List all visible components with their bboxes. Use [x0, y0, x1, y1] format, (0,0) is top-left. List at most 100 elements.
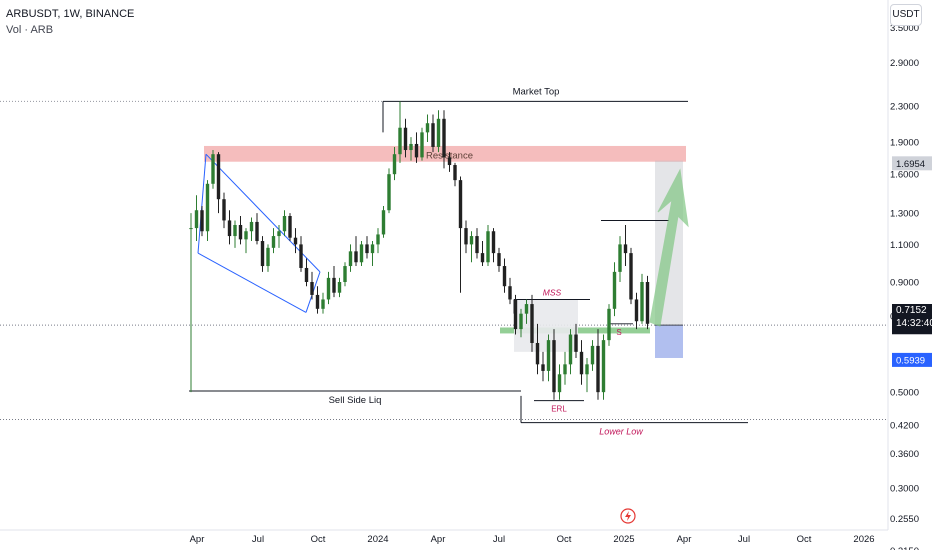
candle-body [189, 228, 193, 230]
candle-body [458, 180, 463, 229]
candle-body [447, 157, 452, 166]
candle-body [387, 174, 391, 211]
candle-body [629, 253, 633, 300]
candle-body [513, 299, 518, 330]
x-tick-label: Apr [677, 534, 692, 545]
candle-body [200, 210, 204, 232]
candle-body [359, 244, 364, 263]
candle-body [480, 253, 485, 263]
countdown-value: 14:32:40 [896, 318, 932, 329]
candle-body [563, 364, 567, 375]
x-tick-label: Jul [252, 534, 264, 545]
candle-body [409, 143, 413, 151]
candle-body [194, 210, 199, 229]
candle-body [453, 165, 457, 181]
candle-body [623, 244, 628, 254]
candle-body [618, 244, 622, 272]
x-tick-label: 2025 [613, 534, 634, 545]
y-tick-label: 1.3000 [890, 209, 919, 220]
mss-label: MSS [543, 287, 562, 297]
candle-body [315, 294, 320, 309]
channel-lower-line [197, 252, 307, 313]
candle-body [634, 299, 639, 322]
candle-body [370, 244, 375, 254]
candle-body [293, 237, 298, 245]
candle-body [354, 251, 358, 263]
candle-body [233, 224, 237, 237]
x-tick-label: Apr [190, 534, 205, 545]
candle-body [332, 277, 336, 293]
candle-body [535, 342, 540, 365]
price-countdown-label: 0.7152 14:32:40 [892, 304, 932, 332]
candle-body [431, 123, 435, 147]
candle-body [546, 340, 551, 371]
candle-body [425, 123, 430, 133]
y-tick-label: 0.3000 [890, 483, 919, 494]
plot-background [0, 0, 888, 550]
candle-body [343, 266, 347, 282]
candle-body [216, 154, 221, 200]
lightning-icon-glyph [625, 511, 631, 521]
candle-body [640, 282, 644, 322]
y-tick-label: 0.4200 [890, 420, 919, 431]
current-price-value: 0.7152 [896, 305, 927, 316]
candle-body [249, 221, 254, 232]
candle-body [436, 118, 441, 147]
candle-body [574, 334, 578, 352]
resistance-price-tag: 1.6954 [896, 159, 925, 170]
candle-body [612, 271, 617, 309]
entry-price-tag-bg [892, 352, 932, 367]
candle-body [645, 282, 650, 324]
y-tick-label: 0.9000 [890, 278, 919, 289]
candle-body [304, 267, 309, 282]
lower-low-label: Lower Low [599, 427, 643, 437]
candle-body [508, 286, 512, 300]
candle-body [607, 308, 611, 341]
market-top-label: Market Top [513, 86, 560, 97]
candle-body [486, 231, 490, 263]
candle-body [590, 345, 595, 365]
y-tick-label: 0.2150 [890, 546, 919, 550]
candle-body [260, 241, 265, 267]
y-tick-label: 2.9000 [890, 58, 919, 69]
candle-body [541, 364, 545, 371]
candle-body [266, 247, 270, 267]
currency-selector[interactable]: USDT [890, 4, 922, 26]
candle-body [420, 132, 424, 158]
x-tick-label: Oct [557, 534, 572, 545]
candle-body [205, 183, 210, 232]
candle-body [601, 340, 606, 393]
x-tick-label: 2026 [853, 534, 874, 545]
volume-indicator-label[interactable]: Vol · ARB [6, 24, 54, 36]
candle-body [519, 313, 523, 330]
candle-body [277, 231, 281, 237]
candle-body [469, 236, 474, 245]
candle-body [442, 118, 446, 158]
candle-body [337, 282, 342, 293]
stop-projection-box [655, 325, 683, 358]
x-tick-label: Jul [738, 534, 750, 545]
candle-body [271, 236, 276, 248]
s-marker-label: S [616, 328, 621, 337]
channel-left-line [197, 154, 207, 254]
candle-body [255, 221, 259, 242]
candle-body [348, 251, 353, 267]
candle-body [475, 236, 479, 254]
candle-body [299, 244, 303, 268]
candle-body [398, 127, 402, 155]
candle-body [497, 253, 501, 267]
candle-body [403, 127, 408, 151]
candle-body [222, 199, 226, 221]
y-tick-label: 0.2550 [890, 514, 919, 525]
projection-arrow [649, 168, 689, 327]
candle-body [579, 351, 584, 375]
candle-body [502, 266, 507, 287]
x-tick-label: Apr [431, 534, 446, 545]
x-tick-label: Oct [797, 534, 812, 545]
symbol-title: ARBUSDT, 1W, BINANCE [6, 8, 135, 20]
candle-body [596, 345, 600, 393]
candle-body [552, 340, 556, 393]
candle-body [288, 215, 292, 238]
